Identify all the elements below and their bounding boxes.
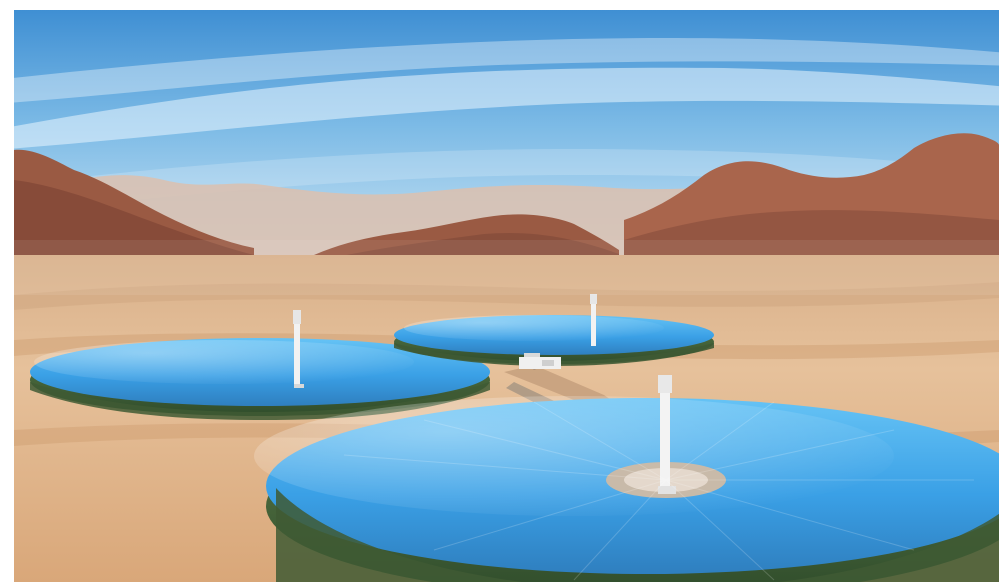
heliostat-field-back bbox=[394, 294, 714, 366]
horizon-haze bbox=[14, 240, 999, 295]
tower-back bbox=[591, 300, 596, 346]
tower-front bbox=[660, 385, 670, 489]
scene-svg bbox=[14, 10, 999, 582]
service-buildings bbox=[519, 353, 561, 369]
heliostat-field-front bbox=[254, 375, 999, 582]
tower-left bbox=[294, 316, 300, 384]
desert-solar-photo bbox=[14, 10, 999, 582]
heliostat-field-left bbox=[30, 310, 490, 420]
left-rock-shadow bbox=[14, 180, 254, 272]
